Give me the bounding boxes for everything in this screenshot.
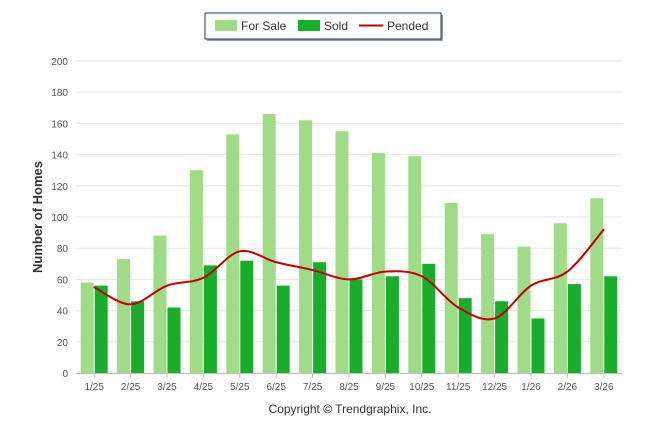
bar-for-sale-4-25 (189, 170, 203, 373)
bar-sold-2-25 (131, 301, 145, 373)
bar-for-sale-7-25 (299, 120, 313, 373)
bar-sold-6-25 (276, 285, 290, 373)
y-tick-label-120: 120 (51, 182, 68, 193)
bar-sold-3-26 (604, 276, 618, 373)
point-pended-9-25 (384, 270, 387, 273)
point-pended-2-26 (566, 270, 569, 273)
point-pended-1-25 (93, 286, 95, 289)
x-tick-label-12-25: 12/25 (482, 382, 507, 393)
legend: For Sale Sold Pended (204, 12, 443, 41)
line-layer (93, 228, 605, 321)
bar-for-sale-12-25 (481, 234, 495, 373)
bar-for-sale-11-25 (444, 202, 458, 373)
axis-layer: 0 20 40 60 80 100 120 140 160 180 200 1/25 2/25 3/25 4… (51, 57, 622, 393)
bar-sold-9-25 (385, 276, 399, 373)
bar-for-sale-2-25 (117, 259, 131, 373)
y-axis-title: Number of Homes (30, 161, 45, 273)
bar-for-sale-9-25 (371, 153, 385, 373)
point-pended-11-25 (457, 306, 460, 309)
legend-label-pended: Pended (387, 19, 428, 33)
y-tick-label-20: 20 (57, 338, 69, 349)
x-tick-label-4-25: 4/25 (194, 382, 214, 393)
y-tick-label-0: 0 (62, 369, 68, 380)
x-tick-label-8-25: 8/25 (339, 382, 359, 393)
x-tick-label-1-26: 1/26 (521, 382, 541, 393)
legend-swatch-sold (298, 20, 320, 31)
bar-sold-7-25 (313, 262, 327, 373)
copyright-footer: Copyright © Trendgraphix, Inc. (269, 402, 432, 416)
bar-sold-3-25 (167, 307, 181, 373)
y-tick-label-140: 140 (51, 151, 68, 162)
bar-for-sale-8-25 (335, 131, 349, 373)
x-tick-label-2-26: 2/26 (558, 382, 578, 393)
y-tick-label-200: 200 (51, 57, 68, 68)
bar-for-sale-10-25 (408, 156, 422, 373)
y-tick-label-60: 60 (57, 275, 69, 286)
legend-label-for-sale: For Sale (241, 19, 287, 33)
legend-box (204, 12, 442, 40)
x-tick-label-1-25: 1/25 (84, 382, 104, 393)
grid-layer (76, 60, 622, 374)
bar-for-sale-1-26 (517, 246, 531, 373)
point-pended-7-25 (311, 269, 314, 271)
point-pended-10-25 (421, 275, 423, 278)
x-tick-label-5-25: 5/25 (230, 382, 250, 393)
bar-for-sale-3-25 (153, 235, 167, 373)
point-pended-3-26 (603, 228, 605, 231)
point-pended-8-25 (348, 278, 350, 281)
point-pended-1-26 (530, 284, 532, 287)
x-tick-label-7-25: 7/25 (303, 382, 323, 393)
point-pended-2-25 (129, 303, 132, 306)
x-tick-label-6-25: 6/25 (266, 382, 286, 393)
point-pended-5-25 (239, 250, 241, 253)
y-tick-label-160: 160 (51, 119, 68, 130)
bar-for-sale-2-26 (553, 223, 567, 373)
x-tick-label-10-25: 10/25 (409, 382, 434, 393)
bar-sold-12-25 (495, 301, 509, 373)
bar-sold-5-25 (240, 260, 254, 373)
bar-for-sale-1-25 (80, 282, 94, 373)
y-tick-label-100: 100 (51, 213, 68, 224)
bar-sold-8-25 (349, 279, 363, 373)
bar-sold-2-26 (567, 284, 581, 373)
bar-sold-11-25 (458, 298, 472, 373)
y-tick-label-40: 40 (57, 307, 69, 318)
bar-sold-4-25 (203, 265, 217, 373)
bar-for-sale-3-26 (590, 198, 604, 373)
point-pended-3-25 (166, 284, 168, 287)
x-tick-label-9-25: 9/25 (376, 382, 396, 393)
bar-sold-10-25 (422, 263, 436, 373)
x-tick-label-2-25: 2/25 (121, 382, 141, 393)
y-tick-label-180: 180 (51, 88, 68, 99)
bar-sold-1-25 (94, 285, 108, 373)
x-tick-label-3-26: 3/26 (594, 382, 614, 393)
y-tick-label-80: 80 (57, 244, 69, 255)
bar-for-sale-6-25 (262, 114, 276, 373)
x-tick-label-11-25: 11/25 (446, 382, 471, 393)
legend-swatch-for-sale (215, 20, 237, 31)
point-pended-6-25 (275, 261, 278, 264)
bar-sold-1-26 (531, 318, 545, 373)
bars-layer (80, 114, 618, 373)
legend-label-sold: Sold (324, 19, 348, 33)
point-pended-4-25 (202, 277, 205, 279)
point-pended-12-25 (493, 317, 496, 320)
x-tick-label-3-25: 3/25 (157, 382, 177, 393)
